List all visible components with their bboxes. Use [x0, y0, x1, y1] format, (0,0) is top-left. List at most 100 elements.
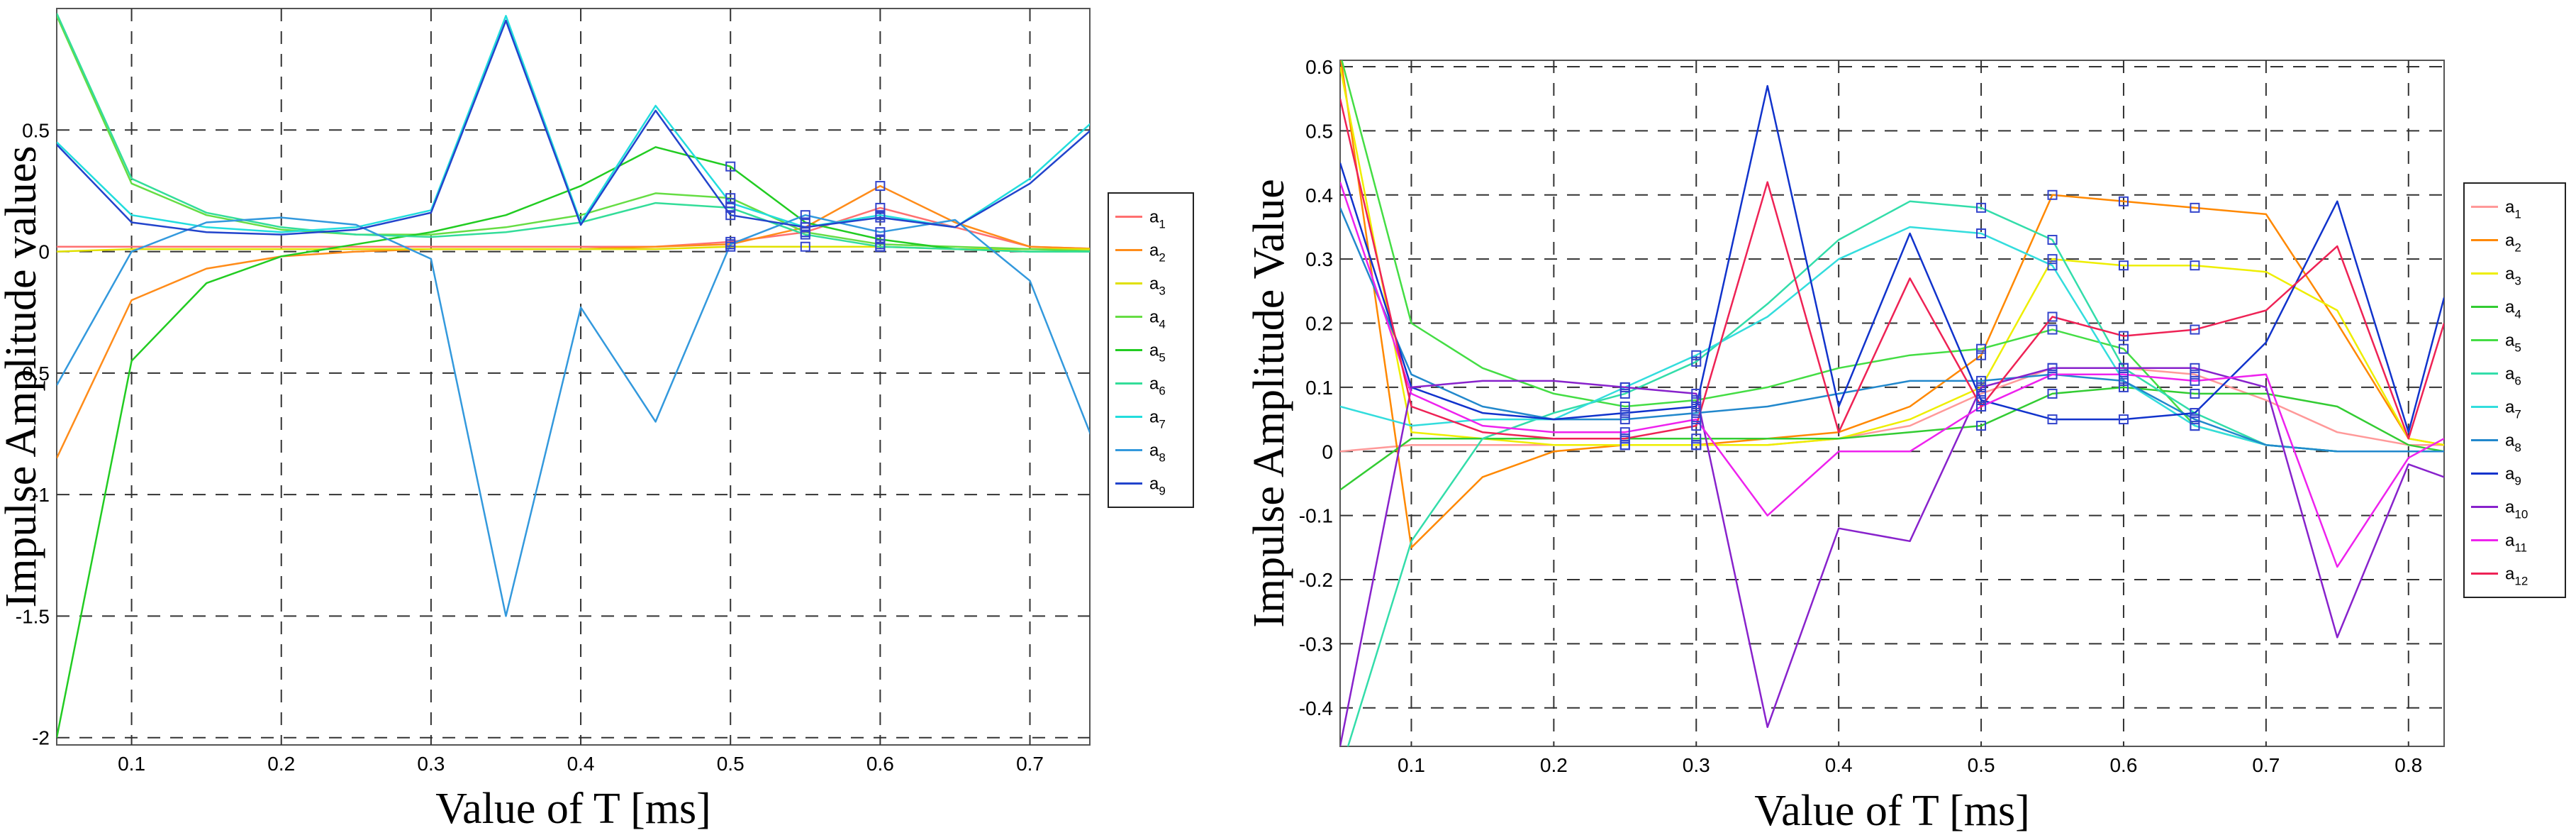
- data-point-marker: [2190, 375, 2200, 386]
- marker-group: [1619, 189, 2200, 451]
- data-point-marker: [1691, 421, 1702, 431]
- x-tick-label: 0.7: [1016, 753, 1044, 775]
- data-point-marker: [725, 239, 736, 250]
- data-point-marker: [800, 241, 810, 252]
- data-point-marker: [2047, 311, 2058, 322]
- data-point-marker: [2047, 260, 2058, 271]
- series-line-a5: [57, 146, 1090, 738]
- data-point-marker: [800, 210, 810, 221]
- data-point-marker: [2118, 196, 2129, 206]
- legend-entry: a7: [2505, 398, 2521, 421]
- y-tick-label: 0: [38, 241, 50, 263]
- data-point-marker: [2047, 414, 2058, 425]
- y-tick-label: -0.4: [1299, 697, 1333, 719]
- data-point-marker: [875, 234, 886, 245]
- y-tick-label: -0.3: [1299, 633, 1333, 655]
- data-point-marker: [2047, 369, 2058, 380]
- grid-lines: [1340, 60, 2444, 746]
- series-line-a11: [1340, 182, 2444, 568]
- data-point-marker: [1976, 375, 1987, 386]
- data-point-marker: [1976, 388, 1987, 399]
- y-tick-label: 0.6: [1305, 56, 1333, 78]
- data-point-marker: [1976, 350, 1987, 360]
- legend-entry: a4: [1149, 308, 1166, 331]
- data-point-marker: [2190, 260, 2200, 271]
- series-line-a3: [1340, 66, 2444, 446]
- y-tick-label: 0.3: [1305, 248, 1333, 270]
- legend-entry: a5: [1149, 341, 1166, 365]
- y-tick-label: 0.4: [1305, 184, 1333, 206]
- x-axis-label: Value of T [ms]: [435, 785, 711, 833]
- data-point-marker: [2118, 414, 2129, 425]
- data-point-marker: [1691, 433, 1702, 444]
- x-tick-label: 0.8: [2394, 754, 2422, 776]
- legend-entry: a10: [2505, 498, 2528, 521]
- data-point-marker: [1619, 414, 1630, 425]
- legend-entry: a2: [2505, 231, 2521, 255]
- y-tick-label: -0.5: [16, 363, 50, 385]
- y-tick-label: 0.5: [1305, 120, 1333, 142]
- legend-entry: a12: [2505, 565, 2528, 588]
- series-line-a10: [1340, 367, 2444, 746]
- data-point-marker: [2118, 382, 2129, 392]
- y-tick-label: -0.2: [1299, 569, 1333, 591]
- series-line-a12: [1340, 98, 2444, 440]
- x-tick-label: 0.4: [567, 753, 595, 775]
- x-axis-label: Value of T [ms]: [1754, 787, 2030, 835]
- data-point-marker: [1619, 402, 1630, 412]
- legend-entry: a6: [2505, 365, 2521, 388]
- data-point-marker: [725, 210, 736, 221]
- data-point-marker: [875, 212, 886, 223]
- y-tick-label: 0.5: [22, 119, 50, 141]
- data-point-marker: [1619, 433, 1630, 444]
- plot-area: [1339, 60, 2445, 747]
- marker-group: [725, 161, 886, 252]
- data-point-marker: [725, 198, 736, 209]
- x-tick-label: 0.6: [2109, 754, 2137, 776]
- data-point-marker: [2190, 414, 2200, 425]
- data-point-marker: [1976, 394, 1987, 405]
- y-axis-label: Impulse Amplitude Value: [1245, 179, 1293, 628]
- data-point-marker: [2190, 369, 2200, 380]
- data-point-marker: [1619, 382, 1630, 392]
- series-line-a9: [57, 19, 1090, 236]
- x-tick-label: 0.1: [118, 753, 145, 775]
- data-point-marker: [875, 181, 886, 192]
- series-line-a8: [1340, 207, 2444, 453]
- y-tick-label: 0.2: [1305, 313, 1333, 335]
- grid-lines: [57, 9, 1090, 745]
- data-point-marker: [1691, 414, 1702, 425]
- data-point-marker: [1619, 427, 1630, 438]
- data-point-marker: [800, 229, 810, 240]
- data-point-marker: [2118, 375, 2129, 386]
- data-point-marker: [1691, 440, 1702, 451]
- chart-1: 0.1 0.2 0.3 0.4 0.5 0.6 0.7 -2 -1.5 -1 -0.5 0 0.5 Val…: [0, 8, 1194, 833]
- legend-entry: a9: [1149, 475, 1166, 498]
- series-group: [57, 13, 1090, 738]
- legend-entry: a9: [2505, 465, 2521, 488]
- x-tick-label: 0.4: [1825, 754, 1853, 776]
- data-point-marker: [875, 202, 886, 213]
- data-point-marker: [2118, 363, 2129, 373]
- x-tick-label: 0.3: [417, 753, 445, 775]
- legend-entry: a1: [2505, 198, 2521, 221]
- legend-entry: a7: [1149, 408, 1166, 431]
- legend: a1 a2 a3 a4 a5 a6 a7 a8 a9 a10 a11 a12: [2463, 182, 2566, 598]
- data-point-marker: [1691, 350, 1702, 360]
- data-point-marker: [875, 241, 886, 252]
- data-point-marker: [800, 222, 810, 233]
- data-point-marker: [2047, 363, 2058, 373]
- y-tick-label: -2: [32, 727, 50, 749]
- data-point-marker: [1619, 388, 1630, 399]
- x-tick-label: 0.5: [717, 753, 745, 775]
- data-point-marker: [1691, 356, 1702, 367]
- y-tick-label: -1: [32, 484, 50, 506]
- data-point-marker: [1691, 402, 1702, 412]
- data-point-marker: [1691, 408, 1702, 419]
- data-point-marker: [2190, 408, 2200, 419]
- data-point-marker: [1691, 388, 1702, 399]
- data-point-marker: [2190, 202, 2200, 213]
- data-point-marker: [2047, 235, 2058, 245]
- y-axis-label: Impulse Amplitude values: [0, 146, 45, 608]
